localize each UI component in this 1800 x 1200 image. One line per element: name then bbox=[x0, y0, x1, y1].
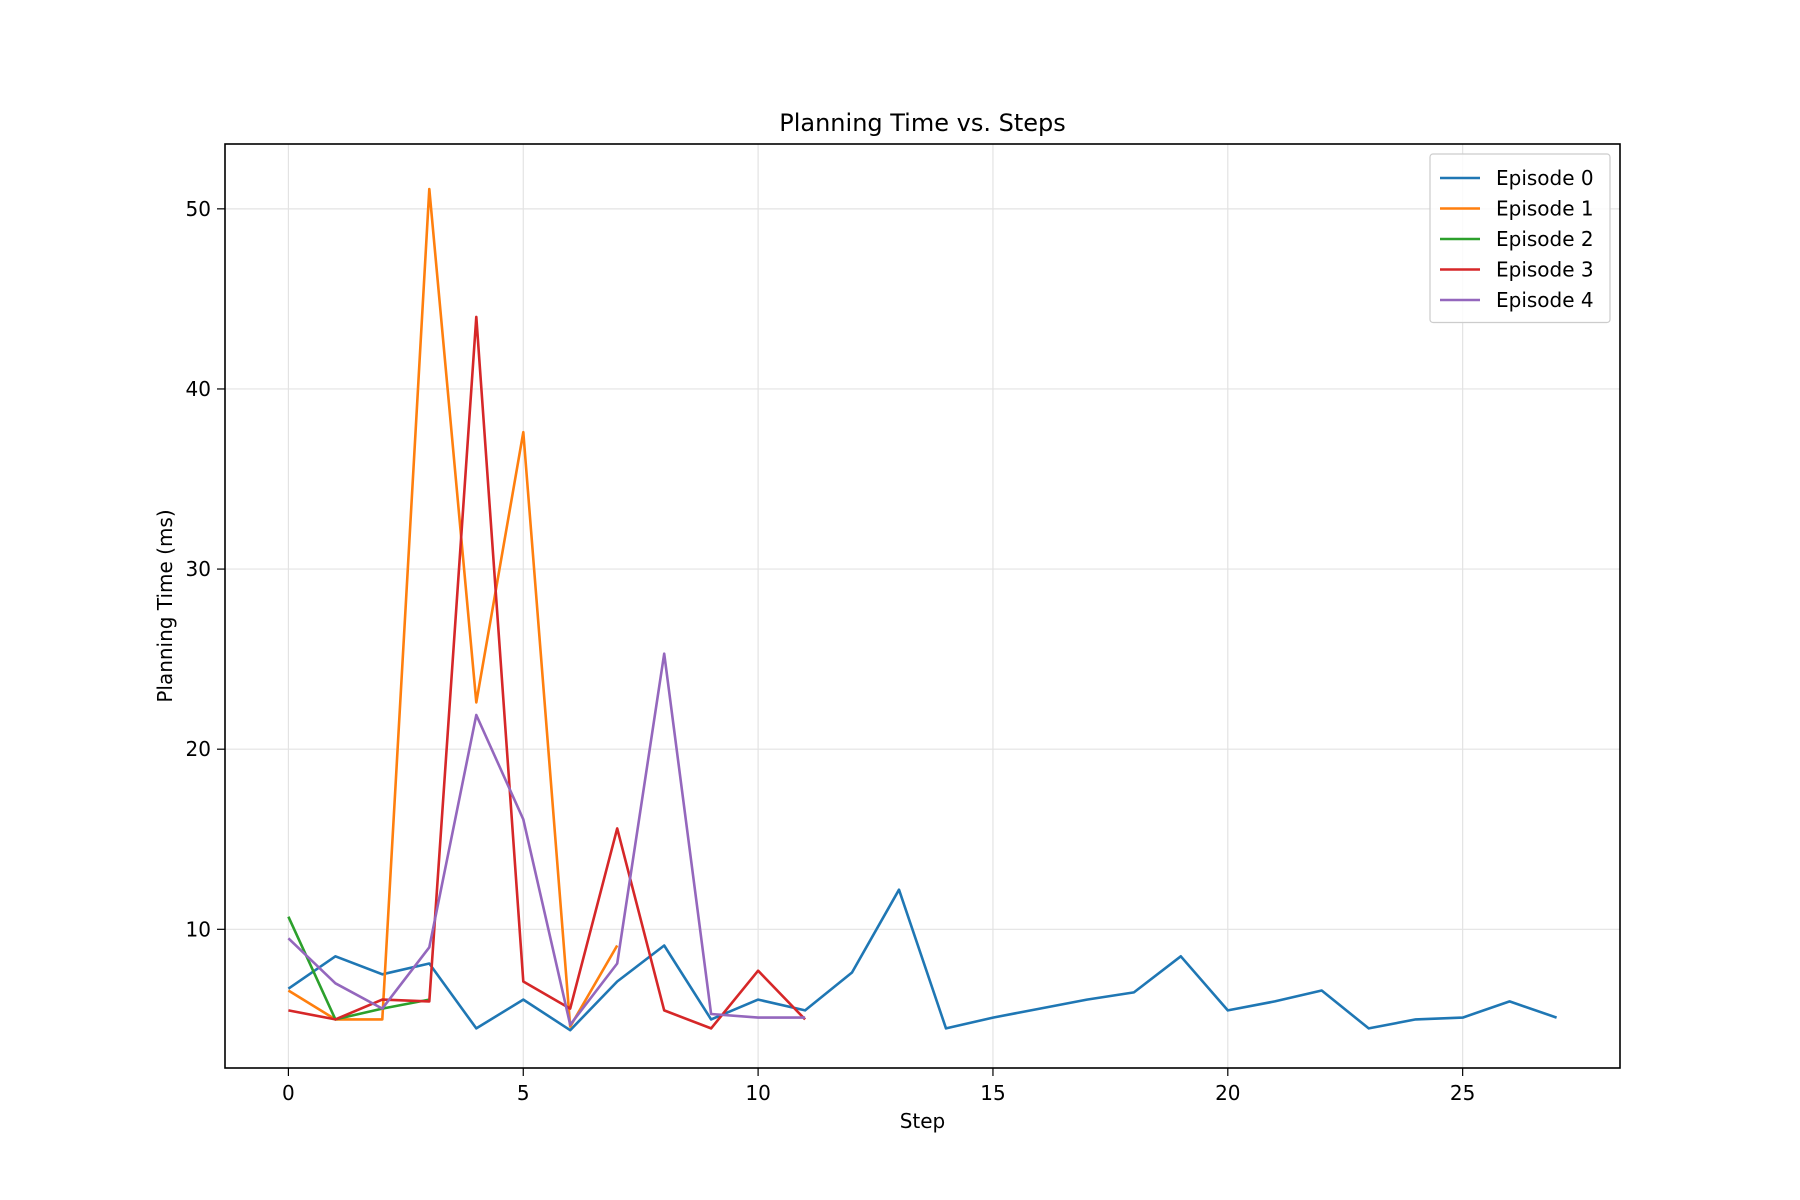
x-tick-label: 15 bbox=[980, 1081, 1005, 1105]
x-tick-label: 5 bbox=[517, 1081, 530, 1105]
plot-frame bbox=[224, 143, 1621, 1069]
y-tick-label: 50 bbox=[186, 197, 211, 221]
series-lines bbox=[287, 187, 1558, 1032]
x-tick-label: 20 bbox=[1215, 1081, 1240, 1105]
y-tick-label: 30 bbox=[186, 557, 211, 581]
series-line-episode-1 bbox=[287, 187, 619, 1028]
legend-label: Episode 3 bbox=[1496, 258, 1594, 282]
legend-box bbox=[1429, 153, 1611, 324]
series-line-episode-4 bbox=[287, 652, 806, 1027]
grid-lines bbox=[225, 144, 1620, 1068]
y-axis: 10 20 30 40 50 bbox=[186, 197, 225, 941]
legend-label: Episode 0 bbox=[1496, 166, 1594, 190]
x-tick-label: 10 bbox=[745, 1081, 770, 1105]
y-axis-label: Planning Time (ms) bbox=[153, 509, 177, 702]
x-axis: 0 5 10 15 20 25 bbox=[282, 1068, 1475, 1105]
y-tick-label: 20 bbox=[186, 737, 211, 761]
series-line-episode-2 bbox=[287, 916, 430, 1021]
x-axis-label: Step bbox=[900, 1109, 946, 1133]
legend-label: Episode 2 bbox=[1496, 227, 1594, 251]
x-tick-label: 25 bbox=[1450, 1081, 1475, 1105]
chart-title: Planning Time vs. Steps bbox=[779, 109, 1066, 137]
y-tick-label: 40 bbox=[186, 377, 211, 401]
legend-label: Episode 1 bbox=[1496, 197, 1594, 221]
x-tick-label: 0 bbox=[282, 1081, 295, 1105]
series-line-episode-0 bbox=[287, 888, 1558, 1032]
legend-label: Episode 4 bbox=[1496, 288, 1594, 312]
series-line-episode-3 bbox=[288, 315, 807, 1030]
y-tick-label: 10 bbox=[186, 917, 211, 941]
legend: Episode 0 Episode 1 Episode 2 Episode 3 Epis… bbox=[1429, 153, 1611, 324]
